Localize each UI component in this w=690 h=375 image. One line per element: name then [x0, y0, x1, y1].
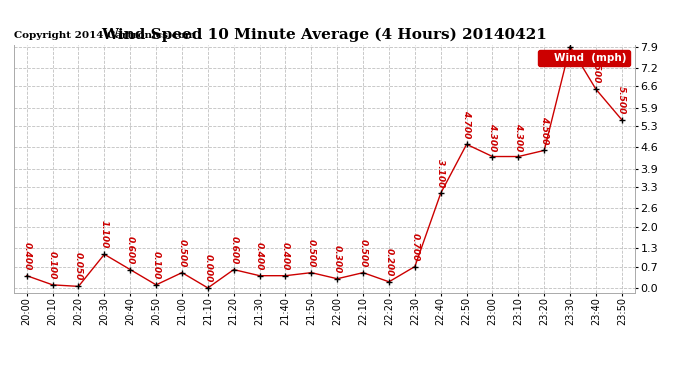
Text: 0.100: 0.100 — [152, 251, 161, 279]
Text: Copyright 2014 Cartronics.com: Copyright 2014 Cartronics.com — [14, 31, 195, 40]
Text: 1.100: 1.100 — [100, 220, 109, 249]
Text: 4.700: 4.700 — [462, 110, 471, 139]
Text: 4.500: 4.500 — [540, 117, 549, 145]
Text: 0.400: 0.400 — [22, 242, 31, 270]
Text: 0.500: 0.500 — [307, 239, 316, 267]
Text: 0.200: 0.200 — [384, 248, 393, 276]
Text: 5.500: 5.500 — [618, 86, 627, 114]
Text: 0.000: 0.000 — [204, 254, 213, 282]
Legend: Wind  (mph): Wind (mph) — [538, 50, 629, 66]
Title: Wind Speed 10 Minute Average (4 Hours) 20140421: Wind Speed 10 Minute Average (4 Hours) 2… — [101, 28, 547, 42]
Text: 4.300: 4.300 — [514, 123, 523, 151]
Text: 0.300: 0.300 — [333, 245, 342, 273]
Text: 6.500: 6.500 — [591, 56, 600, 84]
Text: 0.600: 0.600 — [229, 236, 238, 264]
Text: 0.050: 0.050 — [74, 252, 83, 281]
Text: 4.300: 4.300 — [488, 123, 497, 151]
Text: 0.500: 0.500 — [177, 239, 186, 267]
Text: 0.400: 0.400 — [281, 242, 290, 270]
Text: 0.700: 0.700 — [411, 232, 420, 261]
Text: 0.600: 0.600 — [126, 236, 135, 264]
Text: 0.100: 0.100 — [48, 251, 57, 279]
Text: 0.500: 0.500 — [359, 239, 368, 267]
Text: 0.400: 0.400 — [255, 242, 264, 270]
Text: 3.100: 3.100 — [436, 159, 445, 188]
